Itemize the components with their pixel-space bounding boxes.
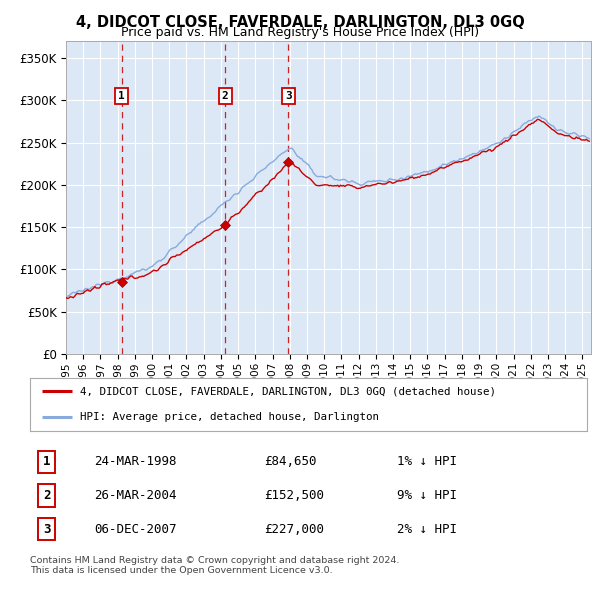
Text: £227,000: £227,000 [264, 523, 324, 536]
Text: 26-MAR-2004: 26-MAR-2004 [94, 489, 176, 502]
Text: 24-MAR-1998: 24-MAR-1998 [94, 455, 176, 468]
Text: This data is licensed under the Open Government Licence v3.0.: This data is licensed under the Open Gov… [30, 566, 332, 575]
Text: 2: 2 [221, 91, 229, 101]
Text: 9% ↓ HPI: 9% ↓ HPI [397, 489, 457, 502]
Text: Price paid vs. HM Land Registry's House Price Index (HPI): Price paid vs. HM Land Registry's House … [121, 26, 479, 39]
Text: 4, DIDCOT CLOSE, FAVERDALE, DARLINGTON, DL3 0GQ: 4, DIDCOT CLOSE, FAVERDALE, DARLINGTON, … [76, 15, 524, 30]
Text: HPI: Average price, detached house, Darlington: HPI: Average price, detached house, Darl… [80, 412, 379, 422]
Text: 2% ↓ HPI: 2% ↓ HPI [397, 523, 457, 536]
Text: 3: 3 [285, 91, 292, 101]
Text: 3: 3 [43, 523, 50, 536]
Text: £152,500: £152,500 [264, 489, 324, 502]
Text: 06-DEC-2007: 06-DEC-2007 [94, 523, 176, 536]
Text: 1: 1 [118, 91, 125, 101]
Text: 1% ↓ HPI: 1% ↓ HPI [397, 455, 457, 468]
Text: 1: 1 [43, 455, 50, 468]
Text: £84,650: £84,650 [264, 455, 316, 468]
Text: Contains HM Land Registry data © Crown copyright and database right 2024.: Contains HM Land Registry data © Crown c… [30, 556, 400, 565]
Text: 4, DIDCOT CLOSE, FAVERDALE, DARLINGTON, DL3 0GQ (detached house): 4, DIDCOT CLOSE, FAVERDALE, DARLINGTON, … [80, 386, 496, 396]
Text: 2: 2 [43, 489, 50, 502]
